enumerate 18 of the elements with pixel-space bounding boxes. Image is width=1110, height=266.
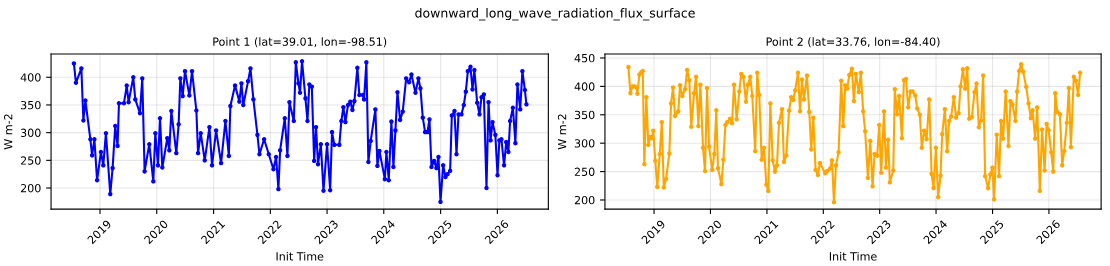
chart-title: Point 1 (lat=39.01, lon=-98.51) [213, 37, 387, 48]
y-axis-title: W m-2 [4, 114, 13, 150]
text: downward_long_wave_radiation_flux_surface [415, 7, 695, 21]
y-tick-label: 300 [574, 139, 595, 148]
x-axis-title: Init Time [276, 251, 324, 261]
y-tick-label: 250 [574, 167, 595, 176]
y-tick-label: 250 [20, 156, 41, 165]
y-tick-label: 300 [20, 128, 41, 138]
y-tick-label: 200 [574, 195, 595, 205]
y-axis-title: W m-2 [557, 114, 567, 150]
y-tick-label: 350 [20, 100, 41, 110]
y-tick-label: 200 [20, 184, 41, 193]
y-tick-label: 350 [574, 110, 595, 120]
y-tick-label: 400 [574, 82, 595, 91]
y-tick-label: 450 [574, 53, 595, 63]
chart-title: Point 2 (lat=33.76, lon=-84.40) [766, 37, 940, 48]
y-tick-label: 400 [20, 73, 41, 82]
x-axis-title: Init Time [829, 251, 877, 261]
